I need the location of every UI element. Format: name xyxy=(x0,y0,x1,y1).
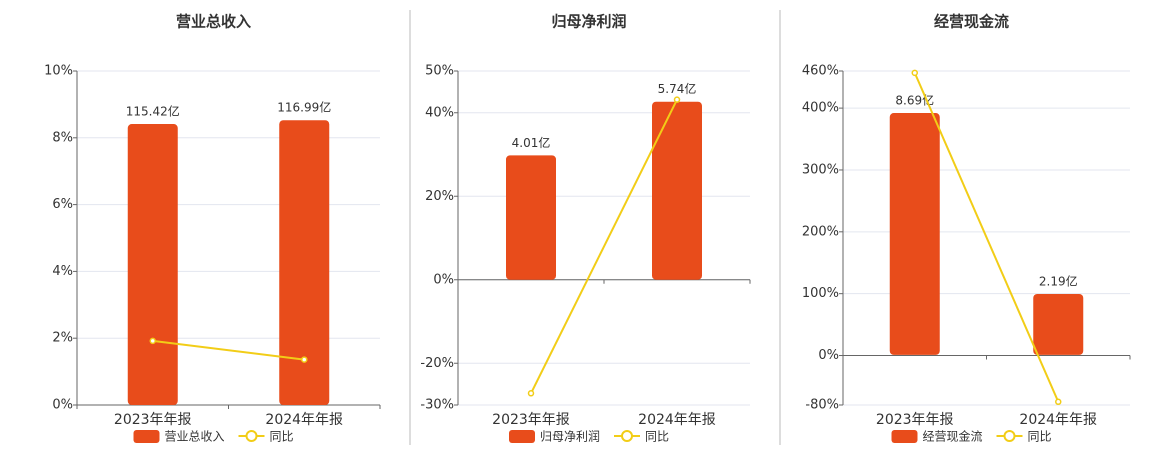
legend-label: 营业总收入 xyxy=(165,430,225,444)
legend-swatch xyxy=(891,430,918,443)
legend-label: 同比 xyxy=(645,430,669,444)
chart-title: 经营现金流 xyxy=(934,13,1009,31)
y-tick-label: 40% xyxy=(425,105,454,120)
point xyxy=(673,96,681,103)
y-tick-label: 50% xyxy=(425,64,454,79)
y-tick-label: 2% xyxy=(52,331,73,346)
y-tick-label: 4% xyxy=(52,264,73,279)
line xyxy=(913,72,1060,403)
y-tick-label: 10% xyxy=(44,64,73,79)
point xyxy=(301,356,308,363)
point xyxy=(149,337,156,345)
line xyxy=(530,99,678,394)
legend-swatch xyxy=(621,430,633,442)
y-tick-label: 8% xyxy=(52,130,73,145)
bar xyxy=(279,120,330,405)
y-tick-label: 0% xyxy=(52,398,73,413)
y-tick-label: -80% xyxy=(805,398,839,413)
y-tick-label: 460% xyxy=(802,64,839,79)
x-tick-label: 2023年年报 xyxy=(876,412,954,428)
y-tick-label: -20% xyxy=(420,356,454,371)
legend-label: 归母净利润 xyxy=(540,430,600,444)
y-tick-label: 200% xyxy=(802,224,839,239)
legend-label: 经营现金流 xyxy=(923,429,983,444)
bar xyxy=(127,124,178,405)
y-tick-label: 0% xyxy=(818,348,839,363)
y-tick-label: 20% xyxy=(425,189,454,204)
x-tick-label: 2023年年报 xyxy=(492,412,570,428)
legend-label: 同比 xyxy=(270,430,294,444)
x-tick-label: 2024年年报 xyxy=(1019,412,1097,428)
x-tick-label: 2024年年报 xyxy=(265,412,343,428)
y-tick-label: 400% xyxy=(802,101,839,116)
y-tick-label: 6% xyxy=(52,197,73,212)
legend-swatch xyxy=(245,430,258,442)
x-tick-label: 2024年年报 xyxy=(638,412,716,428)
chart-title: 归母净利润 xyxy=(551,13,626,31)
bar xyxy=(506,155,556,280)
legend-swatch xyxy=(1003,430,1016,442)
y-tick-label: 300% xyxy=(802,162,839,177)
x-tick-label: 2023年年报 xyxy=(114,412,192,428)
point xyxy=(527,390,535,397)
point xyxy=(1055,398,1062,406)
value-label: 5.74亿 xyxy=(658,81,697,96)
point xyxy=(911,69,918,77)
value-label: 115.42亿 xyxy=(126,104,180,119)
line xyxy=(152,339,305,361)
y-tick-label: -30% xyxy=(420,398,454,413)
legend-swatch xyxy=(509,430,535,443)
bar xyxy=(1033,293,1084,355)
chart-title: 营业总收入 xyxy=(176,13,251,31)
legend-swatch xyxy=(133,430,160,443)
y-tick-label: 0% xyxy=(433,272,454,287)
value-label: 4.01亿 xyxy=(512,135,551,150)
y-tick-label: 100% xyxy=(802,286,839,301)
bar xyxy=(889,113,940,355)
value-label: 2.19亿 xyxy=(1039,273,1078,288)
value-label: 116.99亿 xyxy=(277,100,331,115)
legend-label: 同比 xyxy=(1028,430,1052,444)
bar xyxy=(652,101,702,280)
